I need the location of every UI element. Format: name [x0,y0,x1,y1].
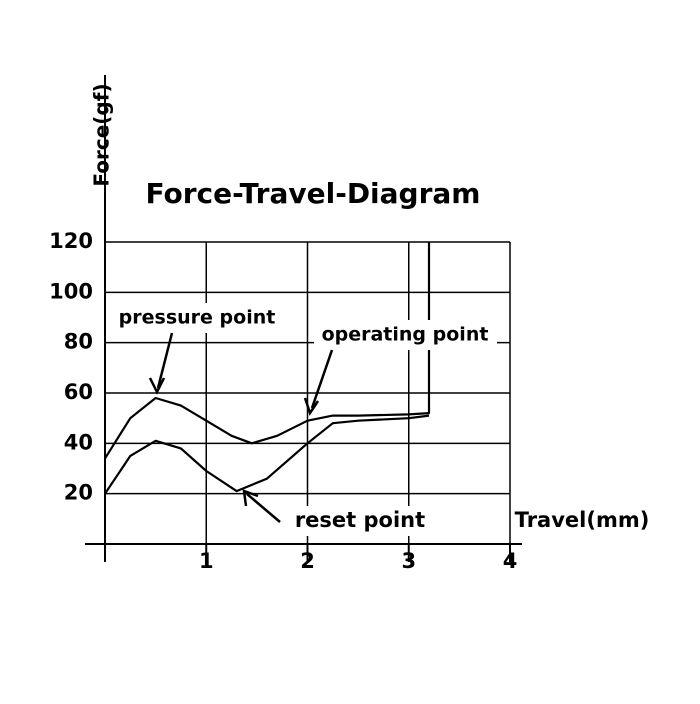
series-line [104,242,431,459]
plot: 204060801001201234 [49,229,517,573]
arrows [148,332,334,523]
label-bg [280,506,440,536]
y-tick-label: 80 [64,330,93,354]
y-tick-label: 60 [64,380,93,404]
y-axis-label: Force(gf) [90,83,114,186]
label-bg [112,303,284,333]
x-axis-label: Travel(mm) [515,508,650,532]
annotation: operating point [322,324,489,346]
y-tick-label: 120 [49,229,93,253]
y-tick-label: 100 [49,279,93,303]
chart-title: Force-Travel-Diagram [146,177,481,210]
y-tick-label: 20 [64,481,93,505]
series-line [104,414,430,495]
annotation: reset point [295,508,425,532]
y-tick-label: 40 [64,430,93,454]
annotation: pressure point [119,307,276,329]
label-bg [314,320,497,350]
